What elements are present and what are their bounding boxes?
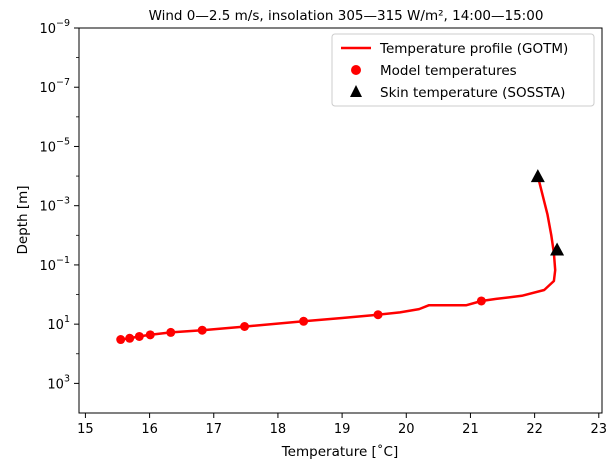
legend-triangle-swatch — [350, 85, 362, 97]
model-point — [166, 327, 176, 337]
skin-temp-marker — [530, 169, 545, 183]
model-point — [299, 316, 309, 326]
y-tick-label: 10−7 — [39, 77, 70, 96]
x-axis: 15 16 17 18 19 20 21 22 23 — [77, 413, 607, 437]
skin-temp-marker — [550, 242, 565, 256]
x-axis-label: Temperature [˚C] — [281, 443, 399, 460]
legend-dot-swatch — [351, 65, 361, 75]
y-tick-label: 101 — [47, 314, 70, 333]
x-tick-label: 21 — [462, 422, 479, 437]
legend-label-model: Model temperatures — [380, 63, 517, 79]
chart-title: Wind 0—2.5 m/s, insolation 305—315 W/m²,… — [149, 8, 544, 24]
model-point — [476, 296, 486, 306]
model-point — [125, 333, 135, 343]
plot-frame — [78, 27, 603, 414]
model-point — [197, 325, 207, 335]
legend: Temperature profile (GOTM) Model tempera… — [331, 33, 595, 107]
y-tick-label: 10−3 — [39, 196, 70, 215]
y-tick-label: 10−1 — [39, 255, 70, 274]
model-point — [134, 331, 144, 341]
x-tick-label: 17 — [205, 422, 222, 437]
x-tick-label: 20 — [398, 422, 415, 437]
model-point — [145, 330, 155, 340]
model-point — [373, 310, 383, 320]
model-point — [116, 335, 126, 345]
x-tick-label: 18 — [270, 422, 287, 437]
legend-label-skin: Skin temperature (SOSSTA) — [380, 85, 565, 101]
y-axis: 10−9 10−7 10−5 10−3 10−1 101 103 — [39, 18, 79, 392]
model-point — [240, 321, 250, 331]
y-tick-label: 10−5 — [39, 136, 70, 155]
x-tick-label: 22 — [526, 422, 543, 437]
x-tick-label: 23 — [591, 422, 608, 437]
y-tick-label: 10−9 — [39, 18, 70, 37]
x-tick-label: 16 — [141, 422, 158, 437]
y-axis-label: Depth [m] — [15, 185, 31, 254]
legend-box — [331, 33, 595, 107]
x-tick-label: 19 — [334, 422, 351, 437]
y-tick-label: 103 — [47, 373, 70, 392]
legend-label-profile: Temperature profile (GOTM) — [379, 41, 568, 57]
x-tick-label: 15 — [77, 422, 94, 437]
series-layer — [116, 169, 565, 345]
